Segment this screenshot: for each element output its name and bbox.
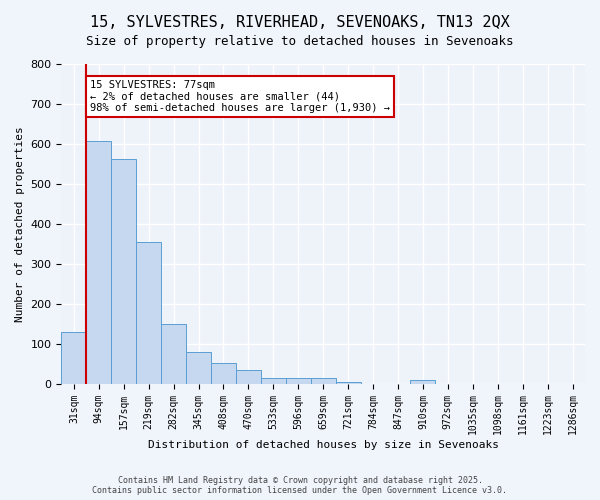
Bar xyxy=(136,242,161,384)
Text: Size of property relative to detached houses in Sevenoaks: Size of property relative to detached ho… xyxy=(86,35,514,48)
Bar xyxy=(286,378,311,384)
Bar xyxy=(410,380,436,384)
Y-axis label: Number of detached properties: Number of detached properties xyxy=(15,126,25,322)
Bar xyxy=(236,370,261,384)
Bar xyxy=(261,378,286,384)
Bar xyxy=(61,332,86,384)
Bar xyxy=(211,363,236,384)
Bar xyxy=(311,378,335,384)
Bar xyxy=(186,352,211,384)
X-axis label: Distribution of detached houses by size in Sevenoaks: Distribution of detached houses by size … xyxy=(148,440,499,450)
Bar xyxy=(111,158,136,384)
Text: Contains HM Land Registry data © Crown copyright and database right 2025.
Contai: Contains HM Land Registry data © Crown c… xyxy=(92,476,508,495)
Text: 15, SYLVESTRES, RIVERHEAD, SEVENOAKS, TN13 2QX: 15, SYLVESTRES, RIVERHEAD, SEVENOAKS, TN… xyxy=(90,15,510,30)
Bar xyxy=(335,382,361,384)
Bar xyxy=(161,324,186,384)
Text: 15 SYLVESTRES: 77sqm
← 2% of detached houses are smaller (44)
98% of semi-detach: 15 SYLVESTRES: 77sqm ← 2% of detached ho… xyxy=(90,80,390,113)
Bar xyxy=(86,140,111,384)
